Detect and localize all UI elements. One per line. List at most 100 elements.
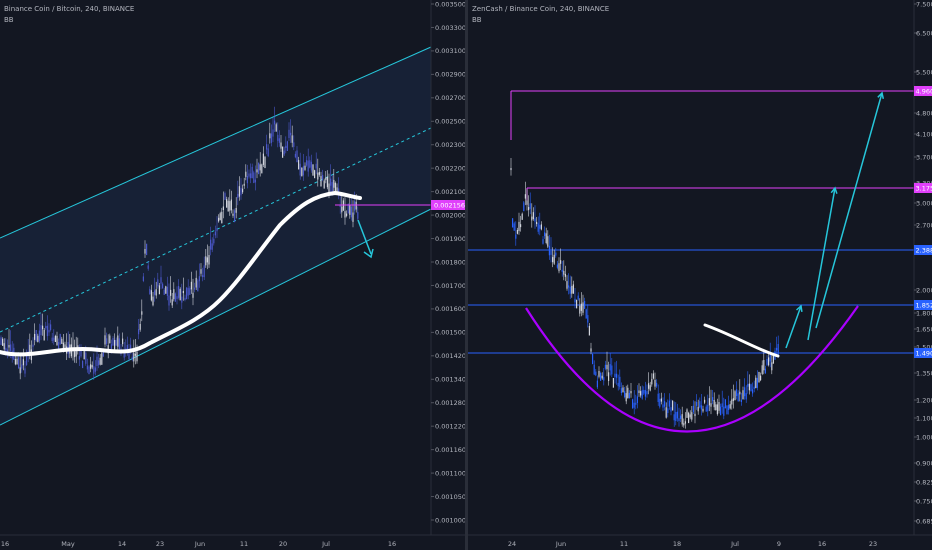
candle-body [769, 354, 771, 362]
candle-body [354, 201, 356, 211]
candle-body [550, 250, 552, 255]
chart-right-canvas[interactable]: 7.5006.5005.5004.8004.1003.7003.3003.000… [468, 0, 932, 550]
level-badge-label: 1.852 [916, 301, 932, 309]
pane-divider[interactable] [465, 0, 468, 550]
candle-body [689, 414, 691, 418]
y-tick-label: 3.000 [916, 199, 932, 207]
candle-body [216, 228, 218, 232]
candle-body [170, 289, 172, 296]
target-arrow [815, 92, 883, 329]
x-tick-label: 23 [156, 540, 164, 548]
candle-body [46, 325, 48, 337]
candle-body [259, 164, 261, 171]
candle-body [755, 377, 757, 389]
candle-body [656, 382, 658, 387]
candle-body [35, 330, 37, 342]
candle-body [208, 255, 210, 265]
candle-body [731, 399, 733, 405]
candle-body [144, 249, 146, 254]
candle-body [336, 187, 338, 192]
y-tick-label: 1.200 [916, 396, 932, 404]
candle-body [99, 357, 101, 365]
candle-body [122, 338, 124, 345]
chart-pane-right[interactable]: 7.5006.5005.5004.8004.1003.7003.3003.000… [468, 0, 932, 550]
candle-body [323, 180, 325, 189]
candle-body [38, 330, 40, 342]
candle-body [524, 194, 526, 199]
candle-body [206, 257, 208, 263]
y-tick-label: 1.100 [916, 414, 932, 422]
candle-body [766, 359, 768, 365]
candle-body [171, 299, 173, 306]
candle-body [197, 280, 199, 292]
indicator-label-left: BB [4, 16, 14, 24]
candle-body [16, 358, 18, 365]
candle-body [86, 365, 88, 370]
candle-body [625, 393, 627, 402]
candle-body [277, 134, 279, 141]
candle-body [182, 291, 184, 294]
candle-body [544, 232, 546, 237]
candle-body [558, 263, 560, 272]
candle-body [219, 213, 221, 221]
candle-body [254, 179, 256, 183]
x-tick-label: Jul [730, 540, 739, 548]
candle-body [26, 354, 28, 365]
y-tick-label: 3.700 [916, 153, 932, 161]
candle-body [114, 340, 116, 350]
candle-body [176, 296, 178, 300]
candle-body [745, 393, 747, 400]
candle-body [187, 287, 189, 296]
candle-body [250, 173, 252, 179]
candle-body [616, 373, 618, 378]
candle-body [195, 277, 197, 288]
candle-body [10, 344, 12, 351]
candle-body [85, 352, 87, 364]
candle-body [78, 356, 80, 360]
candle-body [664, 401, 666, 407]
candle-body [668, 400, 670, 407]
candle-body [588, 326, 590, 336]
candle-body [608, 372, 610, 381]
candle-body [707, 404, 709, 412]
candle-body [43, 329, 45, 341]
candle-body [601, 375, 603, 379]
candle-body [150, 290, 152, 301]
candle-body [314, 170, 316, 179]
y-tick-label: 5.500 [916, 68, 932, 76]
candle-body [48, 329, 50, 333]
candle-body [532, 212, 534, 219]
candle-body [635, 402, 637, 405]
candle-body [683, 423, 685, 426]
candle-body [221, 211, 223, 224]
projection-arrow [357, 219, 372, 255]
candle-body [202, 275, 204, 278]
x-tick-label: 16 [818, 540, 826, 548]
candle-body [672, 400, 674, 411]
chart-title-right: ZenCash / Binance Coin, 240, BINANCE [472, 5, 610, 13]
candle-body [322, 174, 324, 180]
candle-body [568, 285, 570, 288]
candle-body [283, 150, 285, 155]
candle-body [280, 142, 282, 149]
candle-body [282, 146, 284, 158]
level-badge-label: 4.960 [916, 87, 932, 95]
candle-body [5, 347, 7, 351]
candle-body [2, 338, 4, 346]
y-tick-label: 1.650 [916, 325, 932, 333]
candle-body [688, 412, 690, 424]
candle-body [50, 324, 52, 330]
candle-body [659, 398, 661, 407]
candle-body [587, 315, 589, 323]
candle-body [267, 148, 269, 157]
candle-body [330, 178, 332, 186]
candle-body [777, 344, 779, 355]
candle-body [146, 243, 148, 256]
x-tick-label: 16 [388, 540, 396, 548]
candle-body [245, 171, 247, 177]
candle-body [590, 348, 592, 352]
candle-body [750, 384, 752, 392]
